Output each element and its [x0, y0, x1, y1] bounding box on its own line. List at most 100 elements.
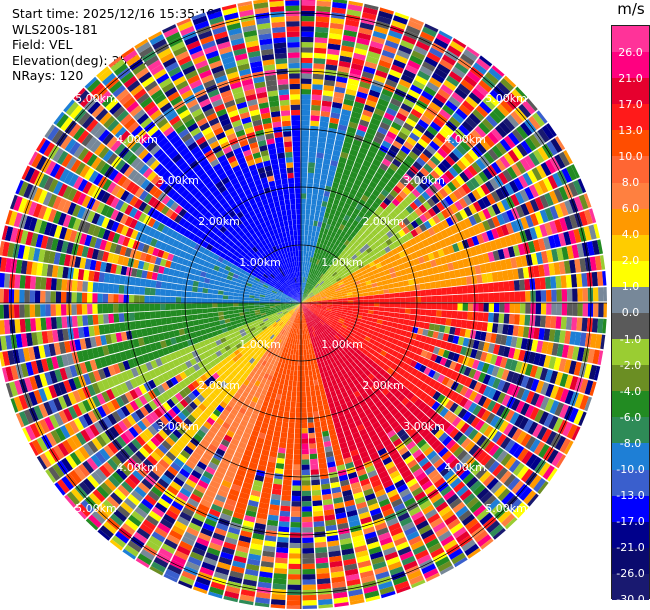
velocity-gate: [403, 423, 413, 433]
velocity-gate: [373, 136, 384, 145]
velocity-gate: [416, 438, 427, 449]
velocity-gate: [309, 141, 318, 148]
velocity-gate: [544, 369, 554, 383]
velocity-gate: [459, 385, 469, 397]
velocity-gate: [232, 511, 245, 520]
velocity-gate: [103, 461, 115, 475]
velocity-gate: [363, 376, 371, 384]
velocity-gate: [347, 363, 354, 371]
velocity-gate: [536, 340, 544, 353]
velocity-gate: [43, 386, 53, 401]
velocity-gate: [373, 340, 381, 347]
velocity-gate: [433, 273, 441, 282]
velocity-gate: [335, 268, 342, 274]
velocity-gate: [473, 303, 479, 312]
velocity-gate: [218, 354, 225, 362]
velocity-gate: [296, 318, 299, 324]
velocity-gate: [253, 447, 262, 455]
velocity-gate: [452, 335, 460, 345]
velocity-gate: [421, 404, 431, 415]
velocity-gate: [481, 231, 490, 243]
velocity-gate: [315, 283, 320, 289]
velocity-gate: [317, 351, 322, 358]
velocity-gate: [193, 512, 206, 523]
velocity-gate: [369, 451, 380, 460]
velocity-gate: [179, 371, 188, 380]
velocity-gate: [175, 336, 182, 344]
velocity-gate: [44, 450, 56, 466]
velocity-gate: [303, 313, 306, 319]
velocity-gate: [413, 434, 424, 445]
velocity-gate: [334, 233, 340, 240]
velocity-gate: [437, 348, 445, 357]
velocity-gate: [308, 322, 312, 328]
velocity-gate: [396, 323, 404, 330]
velocity-gate: [205, 552, 219, 562]
velocity-gate: [229, 488, 240, 497]
velocity-gate: [242, 579, 257, 587]
velocity-gate: [266, 524, 278, 532]
velocity-gate: [238, 535, 252, 543]
velocity-gate: [592, 287, 599, 302]
velocity-gate: [360, 142, 371, 150]
velocity-gate: [322, 233, 327, 240]
velocity-gate: [386, 167, 396, 176]
velocity-gate: [308, 432, 316, 439]
velocity-gate: [250, 457, 260, 465]
velocity-gate: [343, 214, 351, 222]
velocity-gate: [328, 33, 343, 40]
velocity-gate: [293, 317, 297, 323]
velocity-gate: [386, 375, 395, 383]
velocity-gate: [301, 360, 305, 366]
velocity-gate: [315, 294, 321, 298]
velocity-gate: [174, 392, 184, 402]
velocity-gate: [464, 388, 474, 399]
velocity-gate: [336, 432, 345, 439]
velocity-gate: [206, 355, 214, 363]
velocity-gate: [551, 451, 564, 467]
velocity-gate: [134, 506, 148, 519]
velocity-gate: [309, 308, 315, 312]
velocity-gate: [597, 318, 604, 334]
velocity-gate: [333, 284, 340, 288]
velocity-gate: [456, 485, 469, 497]
velocity-gate: [323, 360, 329, 367]
velocity-gate: [374, 197, 383, 206]
velocity-gate: [349, 171, 358, 179]
velocity-gate: [186, 427, 196, 437]
velocity-gate: [316, 11, 330, 18]
velocity-gate: [157, 394, 166, 405]
velocity-gate: [410, 229, 419, 238]
velocity-gate: [279, 510, 291, 517]
velocity-gate: [216, 561, 231, 571]
velocity-gate: [520, 303, 526, 314]
velocity-gate: [216, 404, 225, 413]
velocity-gate: [430, 425, 441, 436]
velocity-gate: [350, 410, 358, 418]
velocity-gate: [29, 441, 39, 456]
velocity-gate: [318, 232, 324, 239]
velocity-gate: [317, 136, 327, 143]
velocity-gate: [311, 401, 318, 407]
velocity-gate: [404, 196, 413, 205]
velocity-gate: [566, 288, 573, 302]
velocity-gate: [511, 372, 520, 385]
velocity-gate: [573, 196, 584, 212]
velocity-gate: [355, 250, 362, 257]
velocity-gate: [245, 361, 252, 368]
velocity-gate: [317, 221, 323, 228]
velocity-gate: [453, 481, 466, 493]
velocity-gate: [245, 472, 256, 480]
velocity-gate: [346, 370, 354, 378]
velocity-gate: [139, 523, 154, 535]
velocity-gate: [386, 130, 397, 140]
velocity-gate: [179, 398, 189, 408]
velocity-gate: [363, 526, 376, 535]
velocity-gate: [437, 265, 444, 273]
velocity-gate: [252, 320, 259, 325]
velocity-gate: [485, 412, 496, 425]
velocity-gate: [598, 303, 604, 318]
velocity-gate: [460, 437, 472, 449]
velocity-gate: [538, 179, 549, 194]
velocity-gate: [275, 377, 281, 384]
